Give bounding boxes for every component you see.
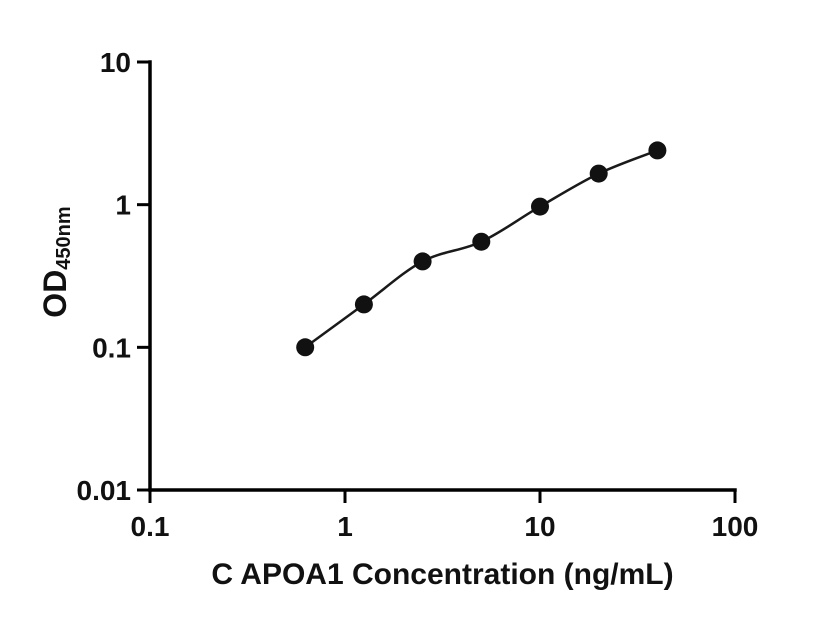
y-axis-title-subscript: 450nm xyxy=(53,206,75,270)
x-tick-label: 1 xyxy=(337,511,353,542)
y-tick-label: 0.01 xyxy=(77,475,132,506)
x-tick-label: 0.1 xyxy=(131,511,170,542)
y-tick-label: 1 xyxy=(115,190,131,221)
x-tick-label: 100 xyxy=(712,511,759,542)
data-point xyxy=(354,295,373,314)
data-point xyxy=(296,338,315,357)
x-tick-label: 10 xyxy=(524,511,555,542)
x-axis-title: C APOA1 Concentration (ng/mL) xyxy=(211,558,674,591)
y-axis-title: OD450nm xyxy=(33,162,77,362)
y-axis-title-main: OD xyxy=(37,269,73,318)
data-point xyxy=(472,232,491,251)
data-point xyxy=(531,197,549,216)
y-tick-label: 10 xyxy=(100,47,131,78)
data-point xyxy=(648,141,667,160)
data-point xyxy=(589,164,608,183)
y-tick-label: 0.1 xyxy=(92,332,131,363)
data-point xyxy=(413,252,432,271)
